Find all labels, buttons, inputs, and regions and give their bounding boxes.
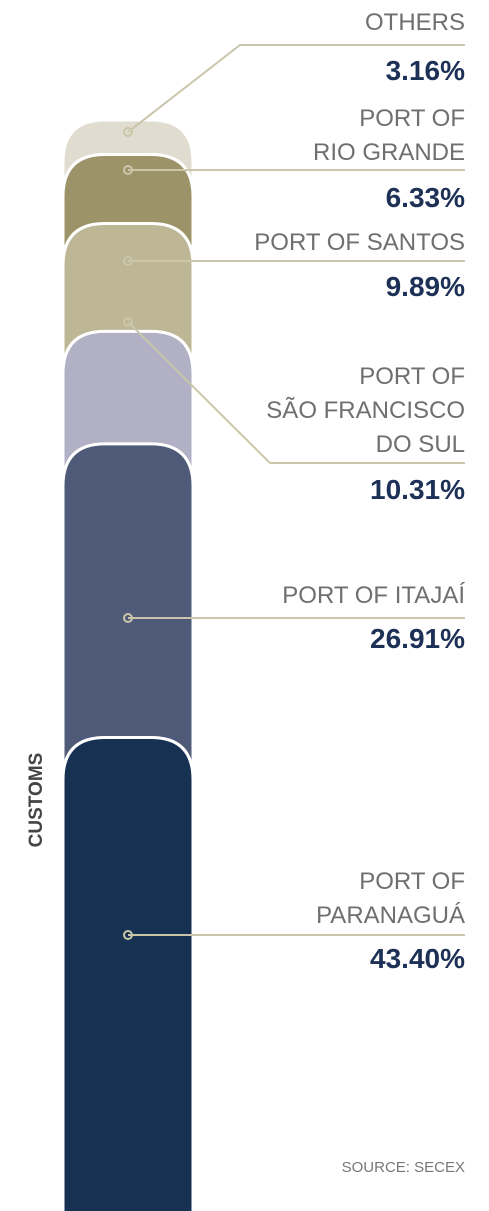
leader-dot	[123, 930, 133, 940]
value-label: 6.33%	[386, 182, 465, 213]
value-label: 10.31%	[370, 474, 465, 505]
value-label: 26.91%	[370, 623, 465, 654]
leader-dot	[123, 165, 133, 175]
leader-dot	[123, 256, 133, 266]
leader-line	[127, 44, 465, 133]
leader-dot	[123, 317, 133, 327]
source-note: SOURCE: SECEX	[342, 1159, 465, 1176]
leader-line	[127, 321, 465, 464]
category-label: PORT OF ITAJAÍ	[282, 582, 465, 609]
value-label: 43.40%	[370, 943, 465, 974]
category-label: PORT OF SÃO FRANCISCO DO SUL	[266, 363, 465, 458]
leader-dot	[123, 613, 133, 623]
category-label: PORT OF SANTOS	[254, 229, 465, 256]
bar-segment	[61, 736, 195, 1211]
chart-title: CUSTOMS	[26, 753, 47, 848]
category-label: PORT OF RIO GRANDE	[313, 105, 465, 166]
bar-stack	[61, 118, 195, 1211]
value-label: 3.16%	[386, 55, 465, 86]
value-label: 9.89%	[386, 271, 465, 302]
leader-dot	[123, 127, 133, 137]
category-label: PORT OF PARANAGUÁ	[316, 868, 465, 929]
category-label: OTHERS	[365, 9, 465, 36]
